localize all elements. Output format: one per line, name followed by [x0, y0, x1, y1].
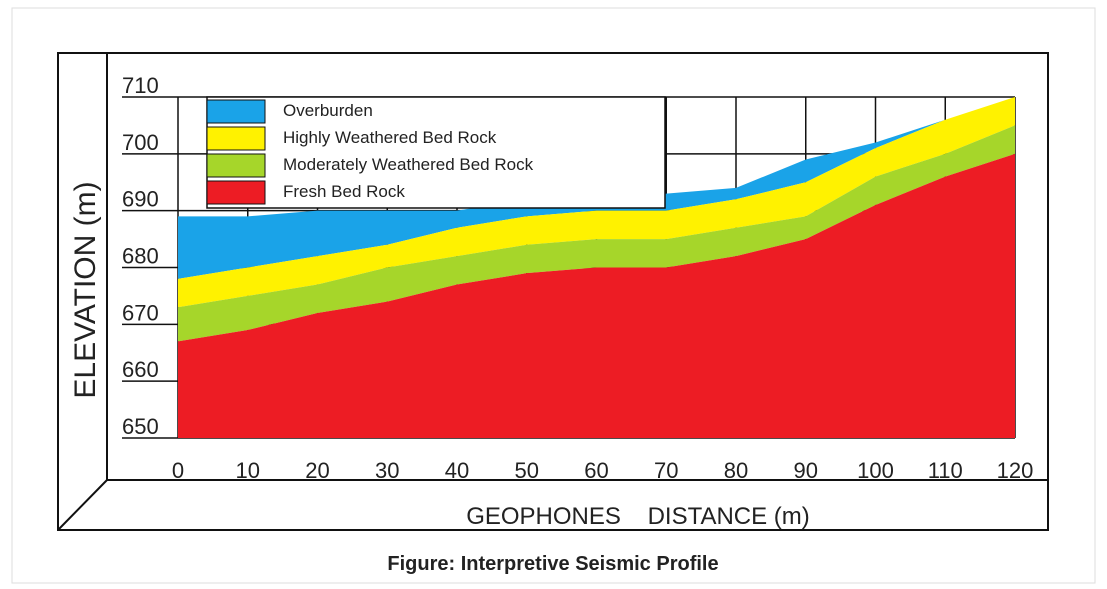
x-tick-label: 80: [724, 458, 748, 483]
x-tick-label: 110: [928, 458, 963, 483]
x-tick-label: 0: [172, 458, 184, 483]
y-tick-label: 650: [122, 414, 159, 439]
caption: Figure: Interpretive Seismic Profile: [387, 553, 718, 575]
y-tick-label: 680: [122, 244, 159, 269]
legend-swatch: [206, 153, 266, 178]
y-tick-label: 670: [122, 300, 159, 325]
x-tick-label: 10: [236, 458, 260, 483]
x-tick-label: 70: [654, 458, 678, 483]
x-tick-label: 100: [857, 458, 894, 483]
layer-area: [178, 97, 1015, 308]
x-axis-label: GEOPHONES DISTANCE (m): [466, 503, 810, 530]
legend-box: [206, 96, 666, 209]
frame: [57, 52, 1049, 531]
layer-area: [178, 153, 1015, 439]
x-tick-label: 30: [375, 458, 399, 483]
x-tick-label: 120: [997, 458, 1034, 483]
legend-label: Moderately Weathered Bed Rock: [283, 155, 534, 174]
y-tick-label: 690: [122, 187, 159, 212]
legend-swatch: [206, 99, 266, 124]
page-border: [11, 7, 1096, 584]
y-tick-label: 710: [122, 73, 159, 98]
ticks: 650 660 670 680 690 700 710 0 10 20 30 40 50 60 70 80 90…: [122, 73, 1033, 483]
x-tick-label: 60: [584, 458, 608, 483]
legend-swatch: [206, 180, 266, 205]
legend-label: Overburden: [283, 101, 373, 120]
legend-label: Fresh Bed Rock: [283, 182, 405, 201]
legend: Overburden Highly Weathered Bed Rock Moder…: [206, 96, 666, 209]
x-tick-label: 50: [515, 458, 539, 483]
x-tick-label: 90: [794, 458, 818, 483]
areas: [178, 97, 1015, 439]
y-tick-label: 660: [122, 357, 159, 382]
x-tick-label: 40: [445, 458, 469, 483]
layer-area: [178, 125, 1015, 342]
layer-area: [178, 97, 1015, 279]
x-tick-label: 20: [305, 458, 329, 483]
legend-label: Highly Weathered Bed Rock: [283, 128, 497, 147]
y-tick-label: 700: [122, 130, 159, 155]
y-axis-label: ELEVATION (m): [69, 181, 102, 398]
legend-swatch: [206, 126, 266, 151]
